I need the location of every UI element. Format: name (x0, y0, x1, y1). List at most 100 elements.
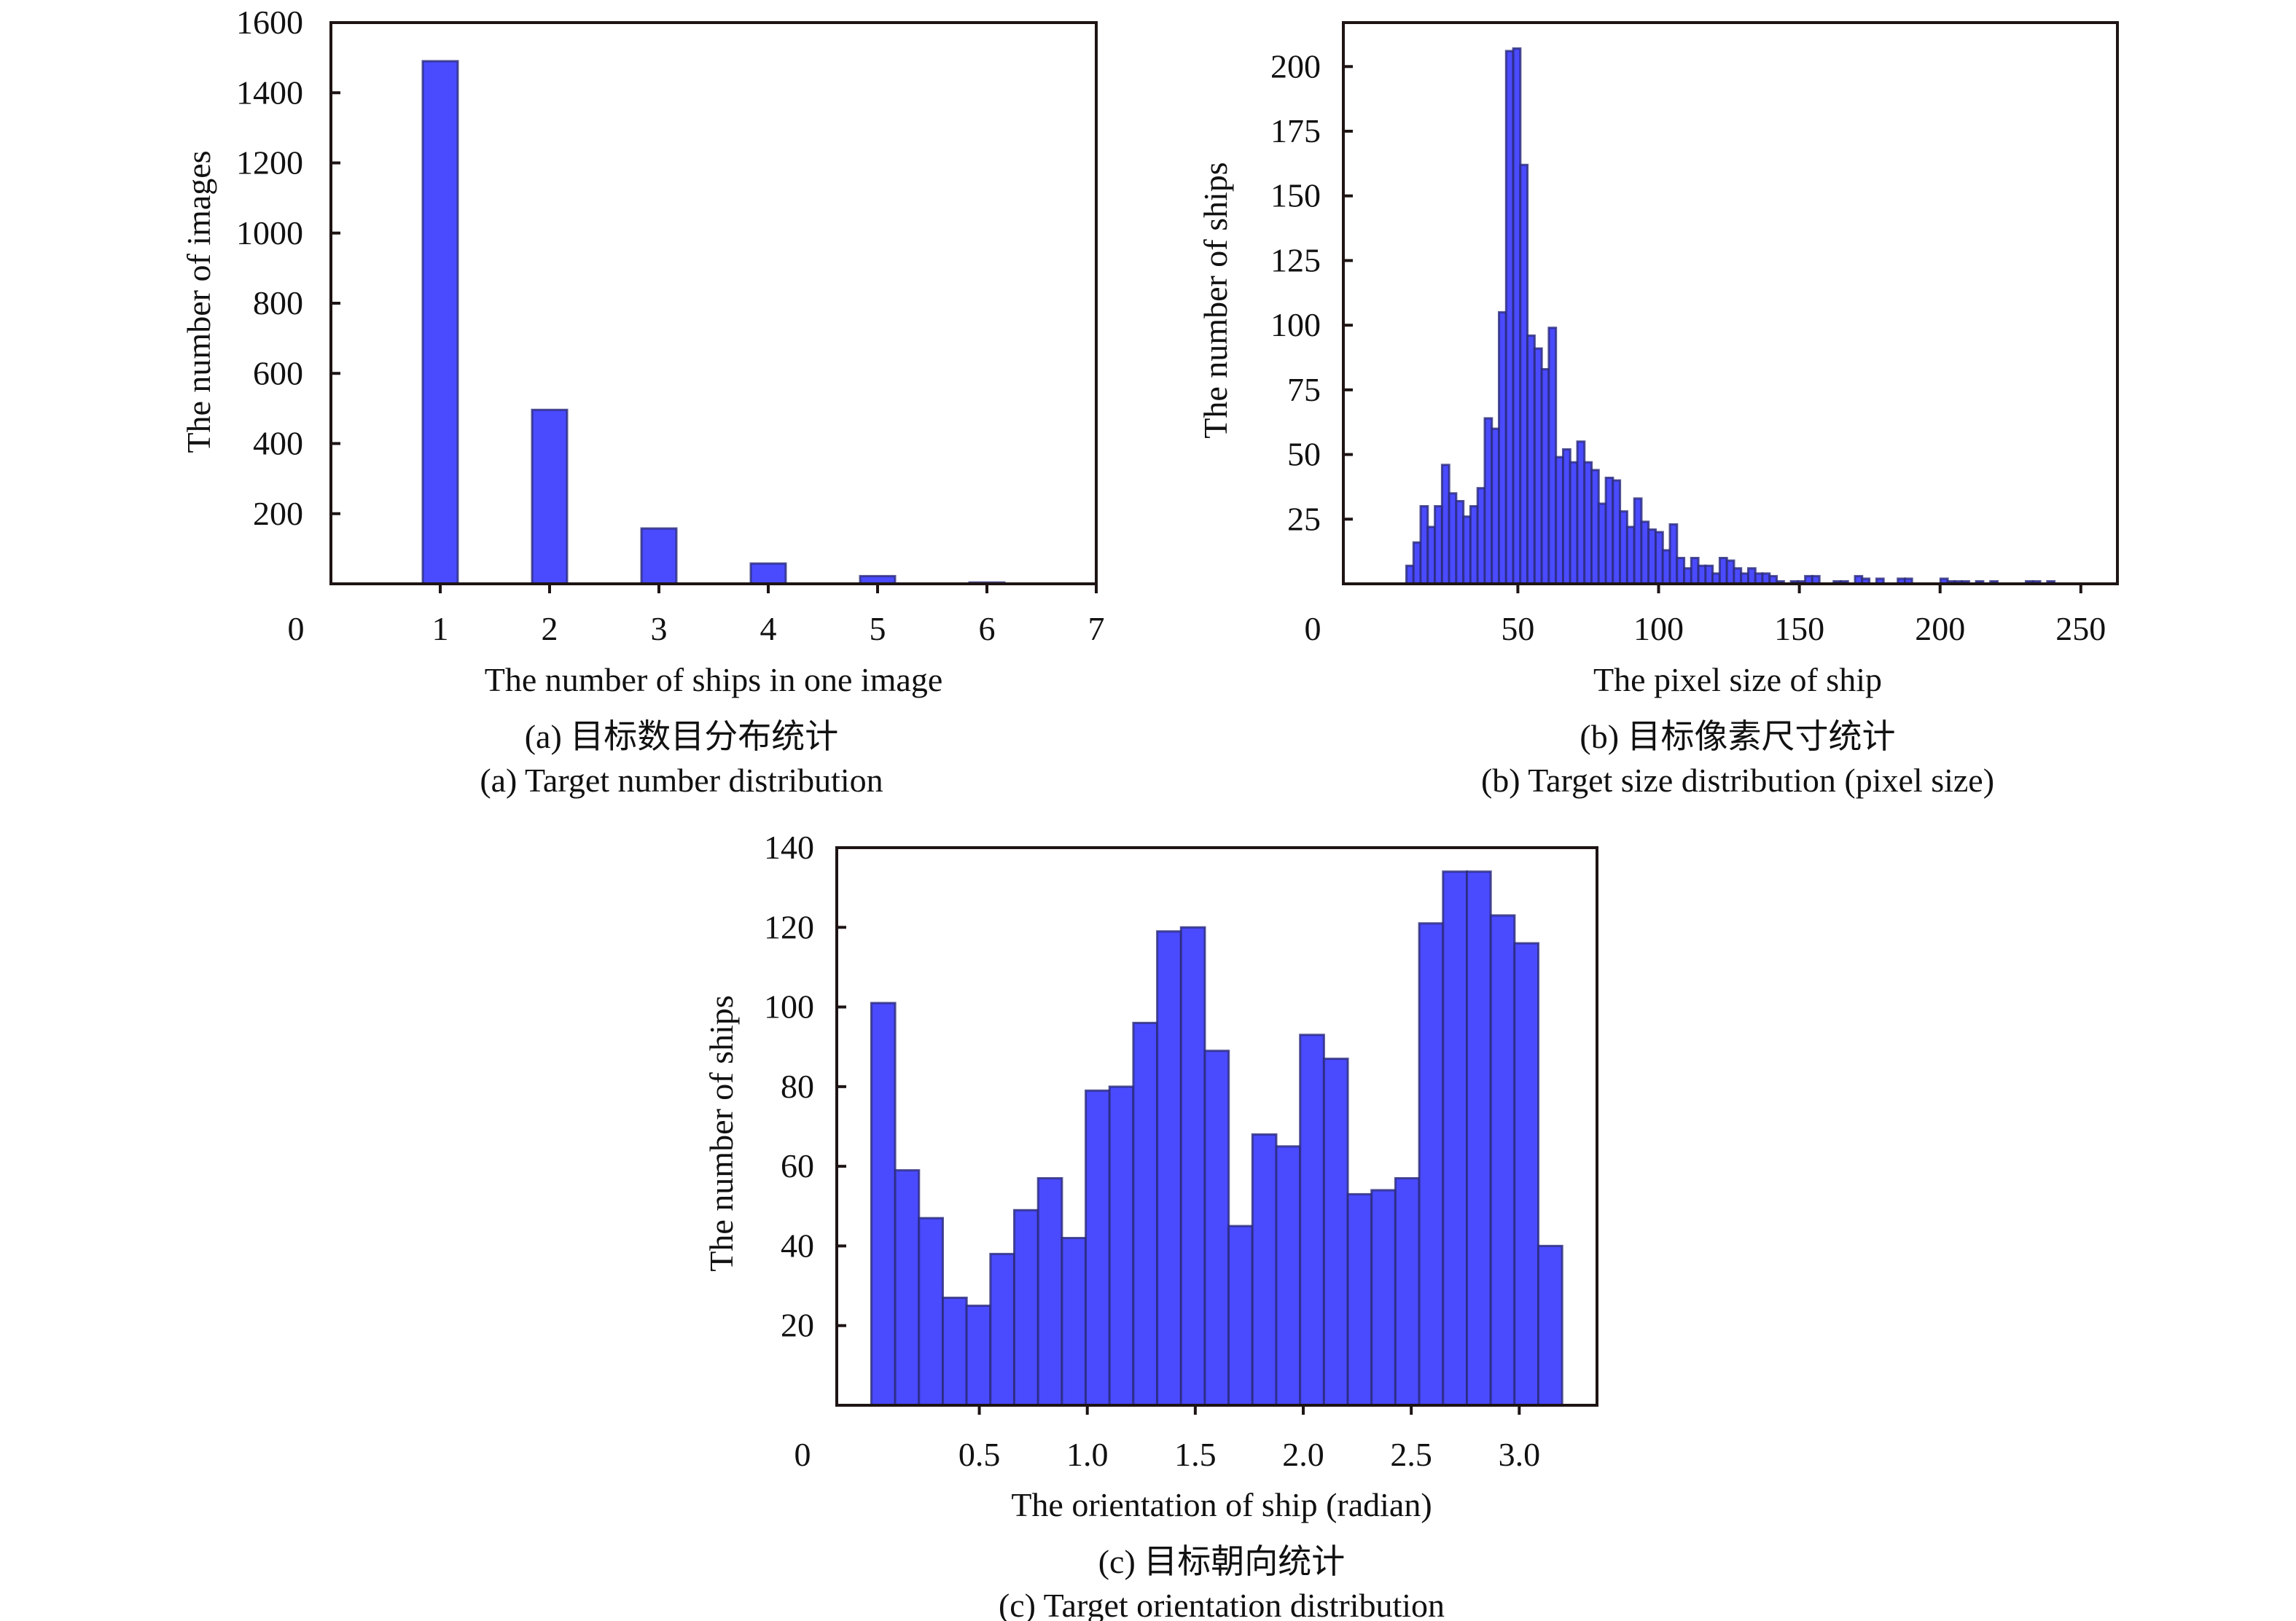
y-tick-label-a-5: 1200 (236, 144, 303, 181)
origin-label-c: 0 (794, 1436, 811, 1473)
bars-b (1405, 47, 2056, 585)
ticks-c: 20 40 60 80 100 120 140 0.5 1.0 1.5 2.0 2.5 3.0 (764, 829, 1540, 1473)
x-tick-label-c-2: 1.5 (1174, 1436, 1217, 1473)
bar-c-20 (1346, 1192, 1373, 1407)
panel-a-target-number: 200 400 600 800 1000 1200 1400 1600 1 2 3 4 5 6 7 0 Th… (180, 4, 1105, 799)
bar-c-2 (918, 1216, 945, 1407)
y-tick-label-b-2: 75 (1287, 371, 1321, 408)
bar-c-10 (1108, 1085, 1135, 1407)
bar-c-24 (1442, 870, 1469, 1407)
bar-c-6 (1013, 1208, 1039, 1407)
bar-c-7 (1036, 1177, 1063, 1407)
y-tick-label-b-0: 25 (1287, 500, 1321, 537)
bar-c-8 (1061, 1237, 1088, 1407)
y-axis-label-a: The number of images (180, 150, 217, 453)
bars-c (870, 870, 1563, 1407)
x-axis-label-c: The orientation of ship (radian) (1011, 1486, 1432, 1523)
bar-a-2 (640, 527, 678, 585)
bar-c-28 (1537, 1244, 1563, 1407)
bar-a-0 (421, 60, 459, 585)
y-tick-label-a-0: 200 (253, 495, 303, 532)
x-axis-label-a: The number of ships in one image (485, 661, 943, 698)
bar-c-27 (1513, 942, 1540, 1407)
y-tick-label-a-3: 800 (253, 284, 303, 321)
caption-zh-b: (b) 目标像素尺寸统计 (1580, 718, 1895, 755)
x-tick-label-c-3: 2.0 (1282, 1436, 1324, 1473)
bar-c-26 (1489, 914, 1516, 1407)
x-axis-label-b: The pixel size of ship (1593, 661, 1882, 698)
bar-c-1 (894, 1169, 921, 1407)
bar-c-0 (870, 1001, 897, 1407)
x-tick-label-a-5: 6 (979, 610, 996, 647)
caption-en-c: (c) Target orientation distribution (999, 1587, 1445, 1621)
bar-c-11 (1132, 1021, 1159, 1407)
y-tick-label-c-1: 40 (781, 1227, 814, 1264)
y-tick-label-a-2: 600 (253, 354, 303, 391)
axes-frame-c (835, 846, 1598, 1407)
bar-c-22 (1394, 1177, 1421, 1407)
caption-en-a: (a) Target number distribution (480, 762, 883, 799)
x-tick-label-b-2: 150 (1774, 610, 1824, 647)
x-tick-label-b-1: 100 (1633, 610, 1684, 647)
y-tick-label-c-4: 100 (764, 988, 814, 1026)
panel-b-target-size: 25 50 75 100 125 150 175 200 50 100 150 200 250 0 Th… (1197, 21, 2119, 799)
x-tick-label-c-5: 3.0 (1499, 1436, 1541, 1473)
y-tick-label-b-3: 100 (1270, 306, 1321, 343)
bar-c-12 (1156, 930, 1182, 1407)
bar-c-9 (1085, 1089, 1111, 1407)
origin-label-a: 0 (288, 610, 305, 647)
origin-label-b: 0 (1305, 610, 1321, 647)
bars-a (421, 60, 1006, 585)
y-tick-label-b-4: 125 (1270, 241, 1321, 278)
panel-c-target-orientation: 20 40 60 80 100 120 140 0.5 1.0 1.5 2.0 2.5 3.0 0 Th… (703, 829, 1598, 1621)
caption-zh-c: (c) 目标朝向统计 (1098, 1543, 1346, 1580)
y-tick-label-c-6: 140 (764, 829, 814, 866)
y-tick-label-b-6: 175 (1270, 112, 1321, 149)
y-tick-label-a-4: 1000 (236, 214, 303, 251)
y-tick-label-a-7: 1600 (236, 4, 303, 41)
bar-c-23 (1418, 922, 1445, 1407)
bar-c-18 (1299, 1034, 1325, 1407)
x-tick-label-a-0: 1 (432, 610, 449, 647)
x-tick-label-a-3: 4 (760, 610, 777, 647)
bar-c-4 (965, 1304, 992, 1407)
x-tick-label-a-4: 5 (870, 610, 886, 647)
caption-zh-a: (a) 目标数目分布统计 (525, 718, 839, 755)
y-tick-label-b-1: 50 (1287, 436, 1321, 473)
y-tick-label-c-0: 20 (781, 1307, 814, 1344)
bar-c-15 (1227, 1224, 1254, 1407)
x-tick-label-a-1: 2 (542, 610, 558, 647)
x-tick-label-b-0: 50 (1501, 610, 1534, 647)
bar-c-5 (989, 1252, 1016, 1407)
bar-c-25 (1466, 870, 1492, 1407)
y-axis-label-b: The number of ships (1197, 162, 1234, 438)
x-tick-label-c-1: 1.0 (1066, 1436, 1109, 1473)
ticks-a: 200 400 600 800 1000 1200 1400 1600 1 2 3 4 5 6 7 (236, 4, 1105, 647)
bar-c-14 (1203, 1050, 1230, 1407)
y-tick-label-a-6: 1400 (236, 74, 303, 111)
y-tick-label-b-7: 200 (1270, 47, 1321, 85)
bar-c-3 (942, 1297, 968, 1407)
axes-frame-b (1342, 21, 2119, 585)
y-tick-label-c-3: 80 (781, 1068, 814, 1105)
bar-a-1 (531, 408, 569, 585)
x-tick-label-b-3: 200 (1915, 610, 1965, 647)
bar-c-17 (1275, 1145, 1302, 1407)
x-tick-label-c-4: 2.5 (1390, 1436, 1432, 1473)
x-tick-label-c-0: 0.5 (958, 1436, 1001, 1473)
x-tick-label-a-6: 7 (1088, 610, 1105, 647)
y-tick-label-a-1: 400 (253, 425, 303, 462)
y-tick-label-c-2: 60 (781, 1147, 814, 1184)
x-tick-label-b-4: 250 (2055, 610, 2106, 647)
bar-c-16 (1251, 1133, 1278, 1407)
y-tick-label-c-5: 120 (764, 908, 814, 945)
bar-a-3 (749, 562, 787, 585)
y-tick-label-b-5: 150 (1270, 177, 1321, 214)
bar-c-13 (1179, 926, 1206, 1407)
ticks-b: 25 50 75 100 125 150 175 200 50 100 150 200 250 (1270, 47, 2106, 647)
caption-en-b: (b) Target size distribution (pixel size… (1481, 762, 1994, 799)
bar-c-21 (1370, 1189, 1397, 1407)
y-axis-label-c: The number of ships (703, 995, 740, 1271)
bar-c-19 (1322, 1058, 1349, 1407)
